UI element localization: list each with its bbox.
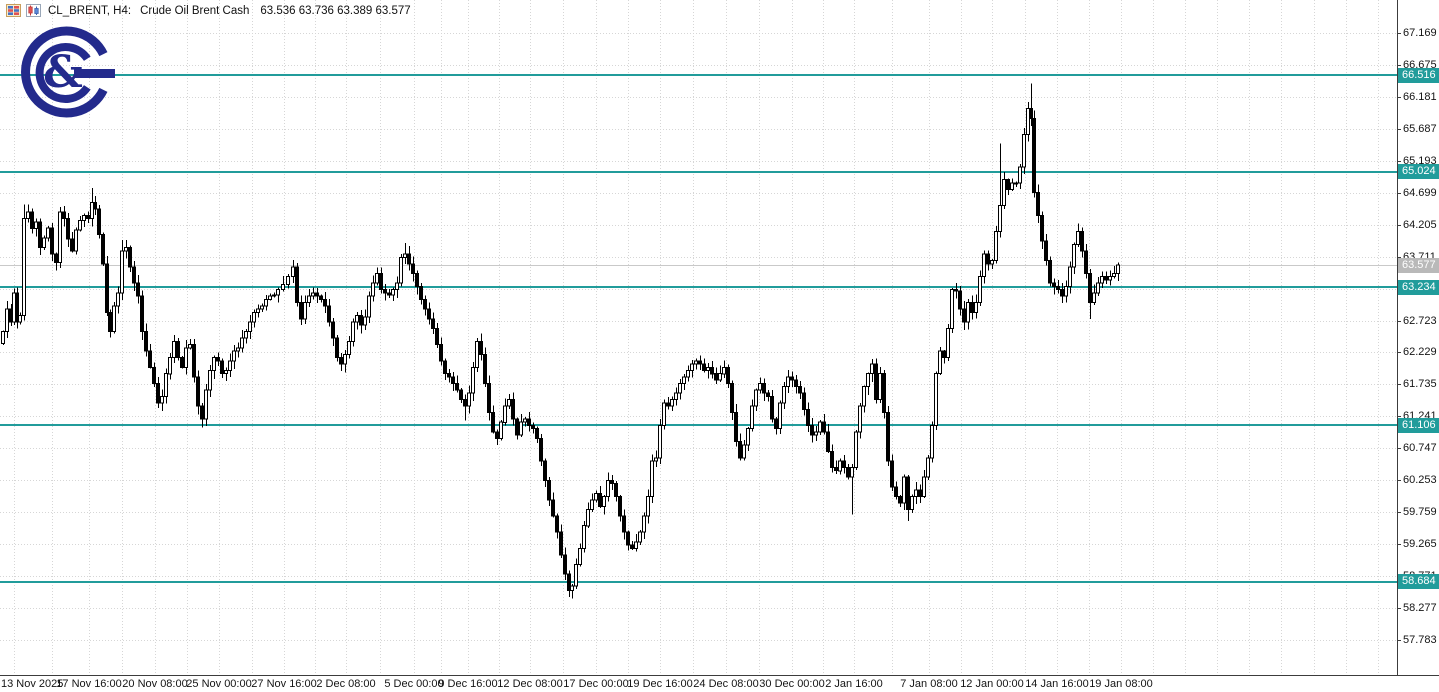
price-tick-label: 59.759: [1403, 506, 1437, 519]
time-tick-label: 2 Dec 08:00: [316, 678, 376, 690]
price-tick-label: 61.735: [1403, 378, 1437, 391]
price-tick-label: 64.205: [1403, 218, 1437, 231]
time-tick-label: 9 Dec 16:00: [438, 678, 498, 690]
time-tick-label: 7 Jan 08:00: [900, 678, 958, 690]
time-tick-label: 24 Dec 08:00: [693, 678, 759, 690]
chart-header: CL_BRENT, H4: Crude Oil Brent Cash 63.53…: [6, 4, 411, 17]
symbol-description-label: Crude Oil Brent Cash: [140, 4, 250, 17]
price-tick-label: 60.747: [1403, 442, 1437, 455]
time-tick-label: 17 Nov 16:00: [56, 678, 122, 690]
level-price-badge: 65.024: [1398, 164, 1439, 180]
level-price-badge: 58.684: [1398, 574, 1439, 590]
time-tick-label: 12 Dec 08:00: [497, 678, 563, 690]
price-tick-label: 64.699: [1403, 186, 1437, 199]
candles: [1, 83, 1120, 599]
grid: [0, 0, 1397, 675]
time-tick-label: 12 Jan 00:00: [960, 678, 1024, 690]
time-tick-label: 5 Dec 00:00: [384, 678, 444, 690]
support-resistance-levels[interactable]: [0, 74, 1397, 583]
time-tick-label: 20 Nov 08:00: [122, 678, 188, 690]
price-tick-label: 59.265: [1403, 538, 1437, 551]
time-tick-label: 19 Jan 08:00: [1089, 678, 1153, 690]
level-price-badge: 61.106: [1398, 417, 1439, 433]
ohlc-readout: 63.536 63.736 63.389 63.577: [260, 4, 411, 17]
logo-ampersand: &: [43, 47, 83, 98]
quotes-table-icon[interactable]: [6, 4, 21, 17]
symbol-period-label: CL_BRENT, H4:: [48, 4, 132, 17]
price-tick-label: 62.229: [1403, 346, 1437, 359]
level-price-badge: 66.516: [1398, 67, 1439, 83]
time-tick-label: 17 Dec 00:00: [563, 678, 629, 690]
time-tick-label: 13 Nov 2025: [1, 678, 64, 690]
logo-g-monogram: [21, 26, 115, 118]
price-tick-label: 66.181: [1403, 90, 1437, 103]
price-tick-label: 67.169: [1403, 27, 1437, 39]
time-tick-label: 19 Dec 16:00: [627, 678, 693, 690]
price-tick-label: 60.253: [1403, 474, 1437, 487]
time-tick-label: 14 Jan 16:00: [1025, 678, 1089, 690]
price-tick-label: 65.687: [1403, 122, 1437, 135]
current-price-badge: 63.577: [1398, 257, 1439, 273]
level-price-badge: 63.234: [1398, 279, 1439, 295]
price-tick-label: 62.723: [1403, 314, 1437, 327]
time-tick-label: 27 Nov 16:00: [251, 678, 317, 690]
time-tick-label: 30 Dec 00:00: [759, 678, 825, 690]
broker-logo: &: [16, 26, 118, 120]
price-tick-label: 57.783: [1403, 633, 1437, 646]
price-tick-label: 58.277: [1403, 602, 1437, 615]
price-tick-label: 65.193: [1403, 154, 1437, 167]
time-tick-label: 2 Jan 16:00: [825, 678, 883, 690]
candlestick-chart-icon[interactable]: [26, 4, 41, 17]
time-tick-label: 25 Nov 00:00: [186, 678, 252, 690]
